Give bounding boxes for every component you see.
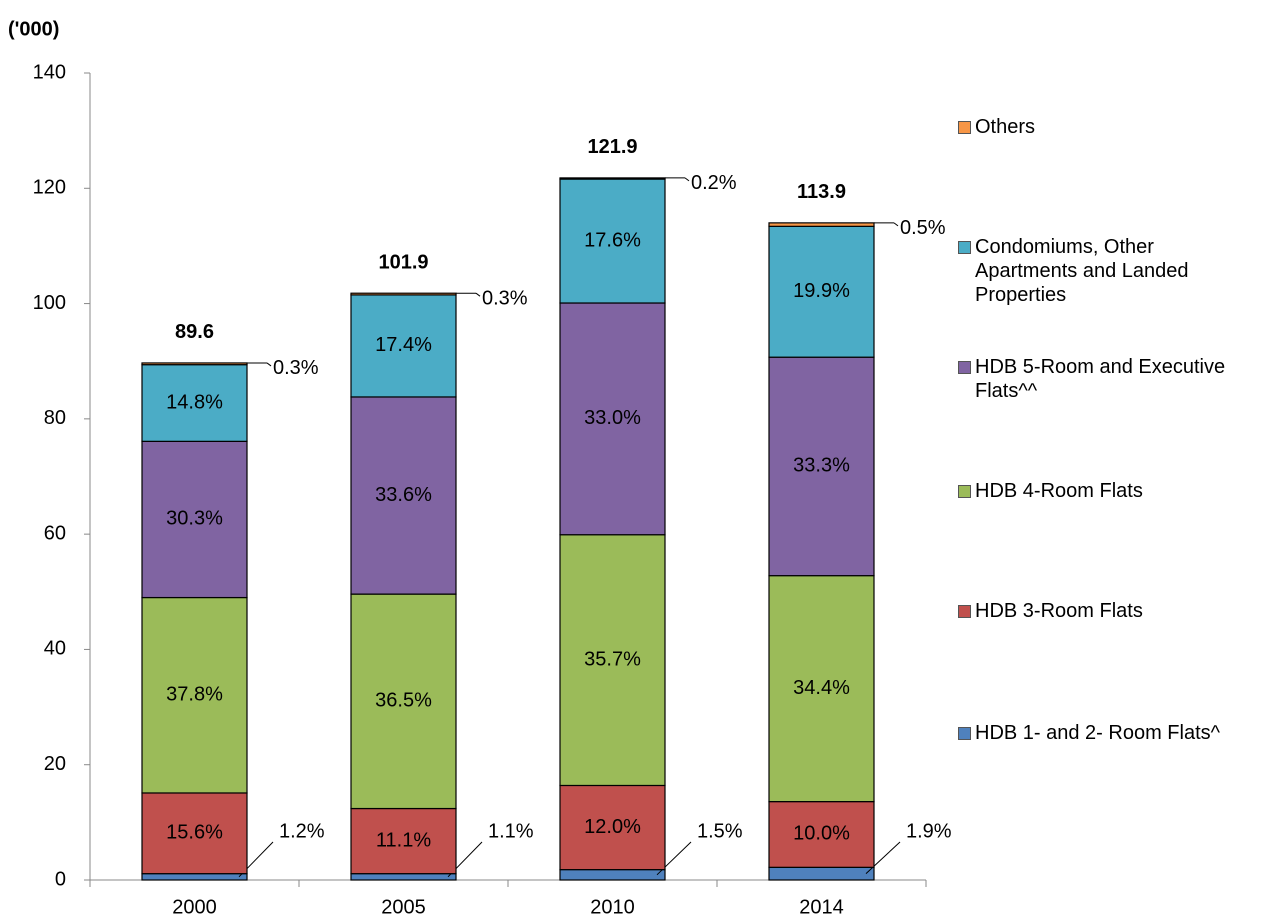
segment-label: 17.6%: [584, 229, 641, 251]
segment-label: 1.5%: [697, 820, 743, 842]
total-label: 101.9: [378, 251, 428, 273]
legend-swatch: [958, 605, 971, 618]
segment-label: 37.8%: [166, 684, 223, 706]
legend-swatch: [958, 241, 971, 254]
segment-label: 34.4%: [793, 677, 850, 699]
x-tick-label: 2005: [381, 896, 426, 918]
legend-label: HDB 3-Room Flats: [975, 600, 1143, 622]
x-tick-label: 2000: [172, 896, 217, 918]
segment-label: 0.3%: [482, 287, 528, 309]
leader-line: [475, 292, 481, 297]
segment-label: 33.0%: [584, 407, 641, 429]
segment-label: 1.2%: [279, 820, 325, 842]
bar-segment: [768, 801, 875, 868]
legend-swatch: [958, 485, 971, 498]
segment-label: 10.0%: [793, 823, 850, 845]
bar-segment: [141, 873, 248, 881]
segment-label: 35.7%: [584, 648, 641, 670]
bar-segment: [559, 869, 666, 881]
bar-segment: [768, 575, 875, 803]
y-tick-label: 40: [44, 638, 66, 660]
segment-label: 36.5%: [375, 690, 432, 712]
bar-segment: [350, 292, 457, 296]
legend-swatch: [958, 727, 971, 740]
legend-label: HDB 4-Room Flats: [975, 480, 1143, 502]
x-tick-label: 2014: [799, 896, 844, 918]
legend-label: HDB 5-Room and Executive Flats^^: [975, 356, 1226, 402]
bar-segment: [141, 364, 248, 442]
x-tick-label: 2010: [590, 896, 635, 918]
segment-label: 0.3%: [273, 357, 319, 379]
legend-label: Condomiums, Other Apartments and Landed …: [975, 236, 1189, 306]
segment-label: 33.3%: [793, 455, 850, 477]
bar-segment: [350, 593, 457, 810]
y-axis-label: ('000): [8, 18, 59, 40]
legend-label: Others: [975, 116, 1036, 138]
legend-item: Others: [958, 115, 1258, 139]
bar-segment: [141, 596, 248, 794]
segment-label: 12.0%: [584, 816, 641, 838]
total-label: 113.9: [797, 181, 846, 203]
segment-label: 33.6%: [375, 484, 432, 506]
segment-label: 11.1%: [376, 829, 431, 851]
segment-label: 14.8%: [166, 391, 223, 413]
legend-item: HDB 5-Room and Executive Flats^^: [958, 355, 1258, 403]
legend-item: Condomiums, Other Apartments and Landed …: [958, 235, 1258, 307]
y-tick-label: 60: [44, 522, 66, 544]
bar-segment: [559, 177, 666, 180]
bar-segment: [768, 222, 875, 227]
y-tick-label: 140: [33, 61, 66, 83]
y-tick-label: 0: [55, 868, 66, 890]
segment-label: 1.9%: [906, 820, 952, 842]
total-label: 89.6: [175, 321, 214, 343]
legend-swatch: [958, 361, 971, 374]
bar-segment: [768, 356, 875, 577]
segment-label: 17.4%: [375, 334, 432, 356]
total-label: 121.9: [587, 136, 637, 158]
y-tick-label: 100: [33, 292, 66, 314]
bar-segment: [768, 866, 875, 881]
bar-segment: [559, 302, 666, 536]
bar-segment: [350, 807, 457, 875]
y-tick-label: 120: [33, 177, 66, 199]
y-tick-label: 20: [44, 753, 66, 775]
legend-item: HDB 3-Room Flats: [958, 599, 1258, 623]
leader-line: [865, 841, 901, 875]
bar-segment: [141, 362, 248, 366]
leader-line: [893, 222, 899, 227]
legend-label: HDB 1- and 2- Room Flats^: [975, 722, 1221, 744]
bar-segment: [559, 178, 666, 304]
legend-item: HDB 1- and 2- Room Flats^: [958, 721, 1258, 745]
bar-segment: [350, 873, 457, 881]
leader-line: [266, 362, 272, 367]
bar-segment: [559, 534, 666, 787]
bar-segment: [141, 792, 248, 875]
segment-label: 0.2%: [691, 172, 737, 194]
y-tick-label: 80: [44, 407, 66, 429]
segment-label: 19.9%: [793, 280, 850, 302]
segment-label: 30.3%: [166, 508, 223, 530]
legend-swatch: [958, 121, 971, 134]
segment-label: 1.1%: [488, 820, 534, 842]
leader-line: [684, 177, 690, 182]
bar-segment: [559, 784, 666, 871]
segment-label: 0.5%: [900, 217, 946, 239]
legend-item: HDB 4-Room Flats: [958, 479, 1258, 503]
segment-label: 15.6%: [166, 822, 223, 844]
bar-segment: [768, 225, 875, 358]
